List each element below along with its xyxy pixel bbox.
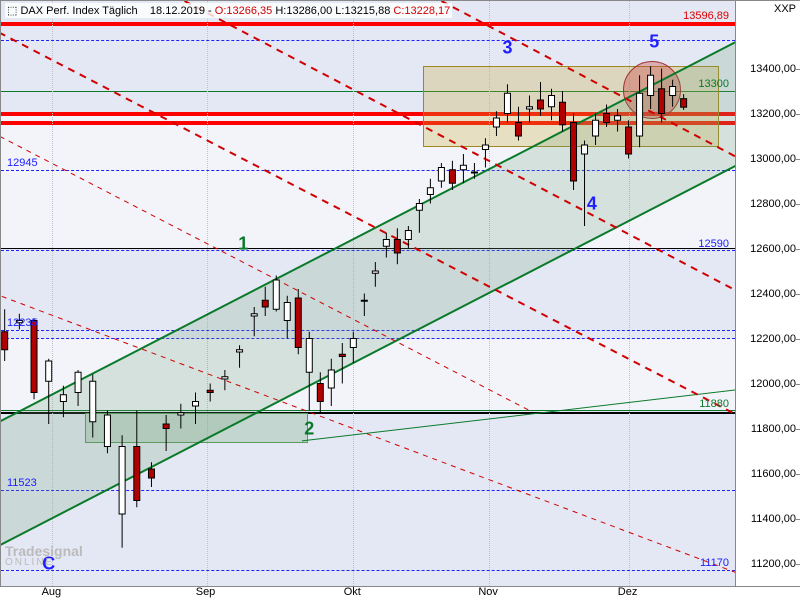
chart-title-bar: ⬚ DAX Perf. Index Täglich 18.12.2019 - O… xyxy=(5,3,452,18)
y-tick: 11800,00 xyxy=(751,423,796,435)
y-tick: 13400,00 xyxy=(750,63,796,75)
ohlc-c: C:13228,17 xyxy=(393,5,450,17)
watermark-logo: Tradesignal ONLINE xyxy=(5,544,83,568)
y-tick: 11400,00 xyxy=(751,513,796,525)
y-tick: 12600,00 xyxy=(750,243,796,255)
ohlc-h: H:13286,00 xyxy=(275,5,332,17)
y-tick: 12800,00 xyxy=(750,198,796,210)
y-tick: 12000,00 xyxy=(750,378,796,390)
plot-area[interactable]: 13596,8913300129451259012235118801152311… xyxy=(0,0,736,587)
ohlc-o: O:13266,35 xyxy=(215,5,273,17)
y-axis: XXP 11200,00 11400,00 11600,00 11800,00 1200… xyxy=(736,0,800,587)
candlestick-chart: 13596,8913300129451259012235118801152311… xyxy=(0,0,800,600)
candlesticks xyxy=(1,1,735,586)
logo-line2: ONLINE xyxy=(5,558,83,568)
x-tick: Dez xyxy=(618,586,638,598)
ohlc-l: L:13215,88 xyxy=(335,5,390,17)
y-tick: 12400,00 xyxy=(750,288,796,300)
y-tick: 13000,00 xyxy=(750,153,796,165)
exchange-code: XXP xyxy=(774,3,796,15)
chart-date: 18.12.2019 xyxy=(150,5,205,17)
x-tick: Aug xyxy=(42,586,62,598)
symbol-glyph: ⬚ xyxy=(7,5,17,17)
y-tick: 11600,00 xyxy=(751,468,796,480)
chart-title: DAX Perf. Index Täglich xyxy=(20,5,137,17)
x-tick: Okt xyxy=(344,586,361,598)
y-tick: 11200,00 xyxy=(751,558,796,570)
y-tick: 12200,00 xyxy=(750,333,796,345)
y-tick: 13200,00 xyxy=(750,108,796,120)
x-tick: Sep xyxy=(196,586,216,598)
x-tick: Nov xyxy=(478,586,498,598)
x-axis: Aug Sep Okt Nov Dez xyxy=(0,586,734,600)
